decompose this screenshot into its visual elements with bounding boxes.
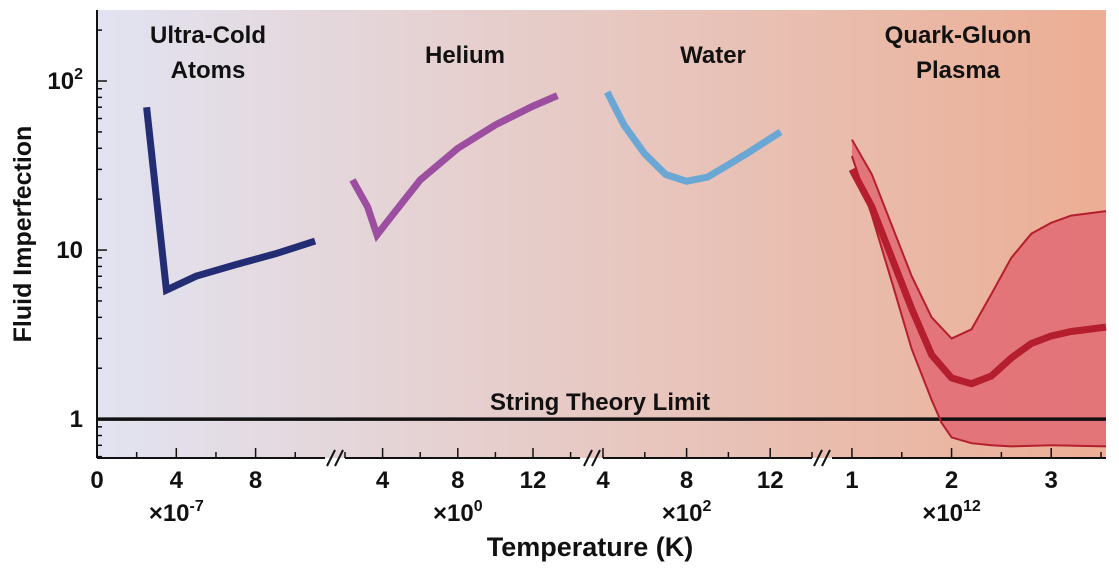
x-tick-label: 8 xyxy=(249,467,262,494)
y-tick-label: 1 xyxy=(70,406,83,433)
string-theory-limit-label: String Theory Limit xyxy=(490,389,710,416)
x-tick-label: 2 xyxy=(945,467,958,494)
x-multiplier-label: ×1012 xyxy=(922,498,981,527)
x-multiplier-label: ×10-7 xyxy=(149,498,204,527)
qgp-lower-bound-line xyxy=(850,155,1107,448)
axis-break-mark xyxy=(813,449,823,467)
axis-break-mark xyxy=(583,449,593,467)
qgp-upper-bound-line xyxy=(851,139,1107,340)
x-tick-label: 3 xyxy=(1045,467,1058,494)
y-tick-label: 102 xyxy=(47,66,83,95)
x-tick-label: 8 xyxy=(680,467,693,494)
axis-break-mark xyxy=(334,449,344,467)
x-axis-title: Temperature (K) xyxy=(487,532,694,562)
segment-title: Water xyxy=(680,42,746,69)
segment-title: Helium xyxy=(425,42,505,69)
y-tick-label: 10 xyxy=(56,237,83,264)
qgp-uncertainty-band xyxy=(851,139,1106,447)
helium-line xyxy=(349,92,559,243)
segment-title: Ultra-Cold xyxy=(150,22,266,49)
segment-title: Quark-Gluon xyxy=(885,22,1032,49)
x-tick-label: 12 xyxy=(520,467,547,494)
y-axis-title: Fluid Imperfection xyxy=(9,126,37,343)
x-tick-label: 1 xyxy=(845,467,858,494)
x-tick-label: 0 xyxy=(90,467,103,494)
x-tick-label: 4 xyxy=(170,467,184,494)
axis-break-mark xyxy=(591,449,601,467)
x-multiplier-label: ×102 xyxy=(662,498,712,527)
x-tick-label: 8 xyxy=(451,467,464,494)
x-tick-label: 12 xyxy=(757,467,784,494)
axis-break-mark xyxy=(326,449,336,467)
segment-title: Atoms xyxy=(171,57,246,84)
qgp-central-line xyxy=(848,167,1107,388)
axis-break-mark xyxy=(821,449,831,467)
water-line xyxy=(604,90,783,185)
x-tick-label: 4 xyxy=(376,467,390,494)
x-tick-label: 4 xyxy=(596,467,610,494)
ultra-cold-atoms-line xyxy=(143,106,317,296)
x-multiplier-label: ×100 xyxy=(433,498,483,527)
segment-title: Plasma xyxy=(916,57,1001,84)
